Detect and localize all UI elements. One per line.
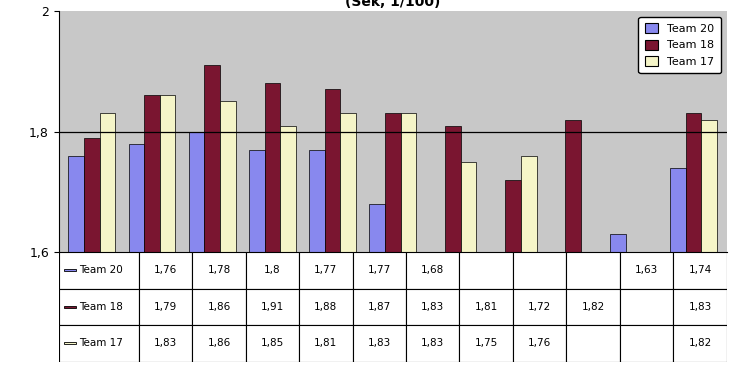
Text: 1,8: 1,8 bbox=[264, 265, 281, 275]
FancyBboxPatch shape bbox=[59, 252, 727, 362]
Text: Team 18: Team 18 bbox=[79, 302, 123, 312]
Bar bbox=[673, 325, 727, 362]
Bar bbox=[264, 83, 280, 252]
Bar bbox=[369, 204, 385, 252]
Bar bbox=[513, 325, 567, 362]
Bar bbox=[619, 325, 673, 362]
Text: 1,83: 1,83 bbox=[368, 338, 391, 348]
Bar bbox=[309, 150, 324, 252]
Bar bbox=[513, 252, 567, 289]
Bar bbox=[401, 114, 416, 252]
Text: 1,79: 1,79 bbox=[154, 302, 177, 312]
Text: 1,76: 1,76 bbox=[528, 338, 551, 348]
Bar bbox=[144, 96, 160, 252]
Bar bbox=[567, 252, 619, 289]
Text: Team 17: Team 17 bbox=[79, 338, 123, 348]
Text: 1,77: 1,77 bbox=[314, 265, 338, 275]
Bar bbox=[100, 114, 115, 252]
Bar bbox=[246, 325, 299, 362]
Bar bbox=[204, 65, 220, 252]
Bar bbox=[189, 132, 204, 252]
Bar bbox=[673, 289, 727, 325]
Title: Snabbhet 10m
- löpning -
(Sek, 1/100): Snabbhet 10m - löpning - (Sek, 1/100) bbox=[336, 0, 449, 8]
Bar bbox=[406, 289, 459, 325]
Bar bbox=[406, 325, 459, 362]
Text: 1,82: 1,82 bbox=[688, 338, 711, 348]
Bar bbox=[505, 180, 521, 252]
Bar bbox=[64, 269, 76, 271]
Text: 1,77: 1,77 bbox=[368, 265, 391, 275]
Text: 1,74: 1,74 bbox=[688, 265, 711, 275]
Bar bbox=[68, 156, 84, 252]
Bar bbox=[84, 138, 100, 252]
Bar bbox=[160, 96, 175, 252]
Bar bbox=[686, 114, 702, 252]
Bar bbox=[64, 342, 76, 344]
Text: 1,78: 1,78 bbox=[208, 265, 230, 275]
Bar bbox=[220, 101, 236, 252]
Text: 1,68: 1,68 bbox=[421, 265, 444, 275]
Bar bbox=[192, 325, 246, 362]
Bar bbox=[610, 234, 625, 252]
Bar bbox=[461, 162, 476, 252]
Bar bbox=[670, 168, 686, 252]
Text: 1,86: 1,86 bbox=[208, 302, 230, 312]
Bar bbox=[59, 252, 139, 289]
Bar bbox=[567, 325, 619, 362]
Bar bbox=[246, 289, 299, 325]
Text: 1,86: 1,86 bbox=[208, 338, 230, 348]
Bar bbox=[139, 252, 192, 289]
Bar bbox=[513, 289, 567, 325]
Bar bbox=[565, 120, 581, 252]
Text: 1,88: 1,88 bbox=[314, 302, 338, 312]
Bar bbox=[324, 89, 341, 252]
Bar bbox=[249, 150, 264, 252]
Legend: Team 20, Team 18, Team 17: Team 20, Team 18, Team 17 bbox=[639, 17, 721, 73]
Text: 1,85: 1,85 bbox=[261, 338, 284, 348]
Bar bbox=[64, 306, 76, 308]
Bar bbox=[280, 125, 296, 252]
Text: 1,75: 1,75 bbox=[475, 338, 498, 348]
Text: 1,83: 1,83 bbox=[421, 302, 444, 312]
Text: 1,83: 1,83 bbox=[421, 338, 444, 348]
Bar bbox=[246, 252, 299, 289]
Bar bbox=[459, 325, 513, 362]
Text: Team 20: Team 20 bbox=[79, 265, 123, 275]
Text: 1,63: 1,63 bbox=[635, 265, 658, 275]
Bar bbox=[352, 325, 406, 362]
Bar bbox=[192, 252, 246, 289]
Bar bbox=[459, 289, 513, 325]
Bar bbox=[385, 114, 401, 252]
Text: 1,83: 1,83 bbox=[154, 338, 177, 348]
Bar bbox=[299, 289, 352, 325]
Bar bbox=[59, 325, 139, 362]
Bar bbox=[459, 252, 513, 289]
Bar bbox=[192, 289, 246, 325]
Bar bbox=[406, 252, 459, 289]
Bar bbox=[139, 325, 192, 362]
Bar bbox=[352, 289, 406, 325]
Bar bbox=[619, 252, 673, 289]
Text: 1,83: 1,83 bbox=[688, 302, 711, 312]
Bar bbox=[702, 120, 717, 252]
Bar bbox=[341, 114, 356, 252]
Bar bbox=[128, 144, 144, 252]
Bar bbox=[445, 125, 461, 252]
Bar bbox=[521, 156, 537, 252]
Text: 1,81: 1,81 bbox=[314, 338, 338, 348]
Text: 1,82: 1,82 bbox=[581, 302, 605, 312]
Bar bbox=[59, 289, 139, 325]
Bar bbox=[673, 252, 727, 289]
Text: 1,76: 1,76 bbox=[154, 265, 177, 275]
Bar bbox=[619, 289, 673, 325]
Bar bbox=[352, 252, 406, 289]
Bar bbox=[299, 252, 352, 289]
Text: 1,72: 1,72 bbox=[528, 302, 551, 312]
Text: 1,81: 1,81 bbox=[475, 302, 498, 312]
Bar bbox=[567, 289, 619, 325]
Bar bbox=[299, 325, 352, 362]
Bar bbox=[139, 289, 192, 325]
Text: 1,87: 1,87 bbox=[368, 302, 391, 312]
Text: 1,91: 1,91 bbox=[261, 302, 284, 312]
